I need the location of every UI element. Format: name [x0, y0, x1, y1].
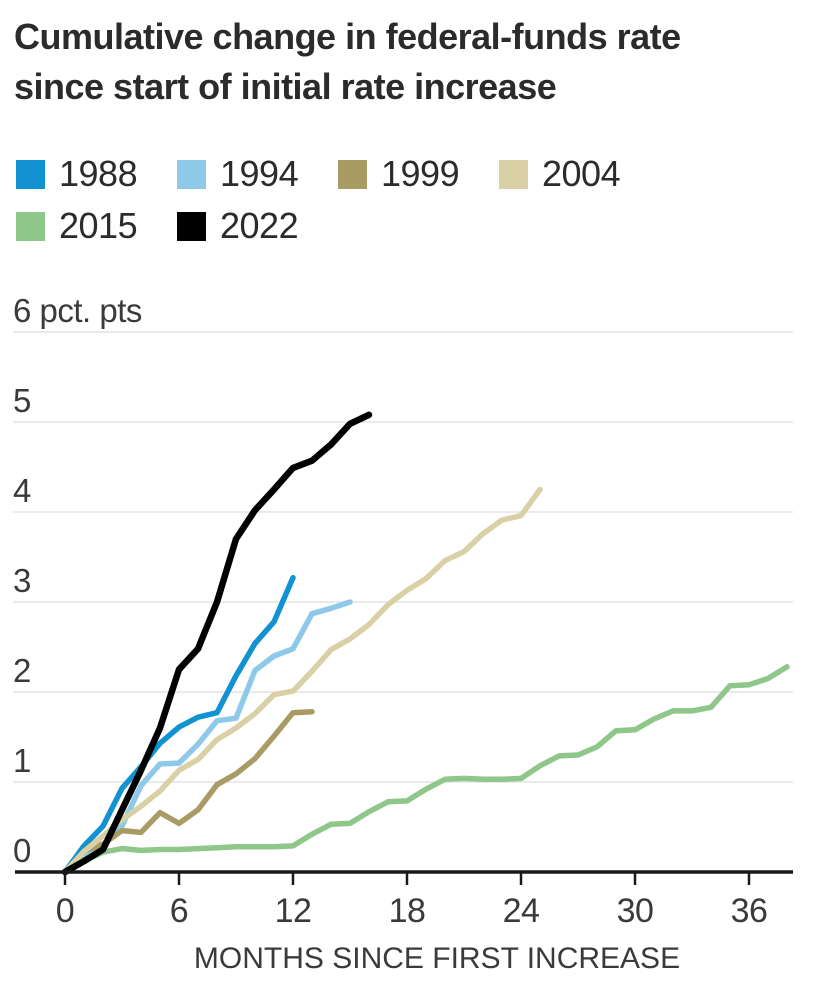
y-axis-label-1: 1	[13, 742, 31, 779]
x-axis-title: MONTHS SINCE FIRST INCREASE	[194, 942, 680, 975]
y-axis-label-5: 5	[13, 382, 31, 419]
y-axis-label-3: 3	[13, 562, 31, 599]
legend-item-1999: 1999	[338, 156, 499, 192]
legend-item-2015: 2015	[16, 208, 177, 244]
legend-swatch-1988	[16, 159, 45, 189]
series-line-1988	[62, 574, 296, 875]
legend-label: 2015	[59, 205, 138, 246]
legend-item-1988: 1988	[16, 156, 177, 192]
y-axis-label-4: 4	[13, 472, 31, 509]
legend-swatch-1999	[338, 159, 367, 189]
legend: 1988 1994 1999 2004 2015 2022	[16, 156, 696, 244]
legend-swatch-2022	[177, 211, 206, 241]
legend-swatch-2004	[499, 159, 528, 189]
x-tick-label-36: 36	[731, 892, 768, 930]
chart-title-line-2: since start of initial rate increase	[14, 66, 557, 107]
x-tick-label-18: 18	[389, 892, 426, 930]
series-line-2004	[62, 486, 543, 875]
x-tick-label-6: 6	[170, 892, 188, 930]
x-tick-label-12: 12	[275, 892, 312, 930]
legend-label: 1999	[381, 153, 460, 194]
chart-title-line-1: Cumulative change in federal-funds rate	[14, 16, 681, 57]
chart-title: Cumulative change in federal-funds rate …	[14, 12, 794, 112]
legend-label: 2022	[220, 205, 299, 246]
legend-label: 2004	[542, 153, 621, 194]
y-axis-label-2: 2	[13, 652, 31, 689]
x-tick-label-24: 24	[503, 892, 540, 930]
y-axis-label-0: 0	[13, 832, 31, 869]
legend-label: 1994	[220, 153, 299, 194]
legend-label: 1988	[59, 153, 138, 194]
series-line-2022	[61, 411, 373, 876]
x-tick-label-0: 0	[56, 892, 74, 930]
legend-swatch-2015	[16, 211, 45, 241]
legend-item-1994: 1994	[177, 156, 338, 192]
legend-item-2022: 2022	[177, 208, 338, 244]
series-line-2015	[62, 664, 790, 875]
legend-item-2004: 2004	[499, 156, 660, 192]
legend-swatch-1994	[177, 159, 206, 189]
x-tick-label-30: 30	[617, 892, 654, 930]
y-axis-top-label: 6 pct. pts	[13, 292, 142, 329]
